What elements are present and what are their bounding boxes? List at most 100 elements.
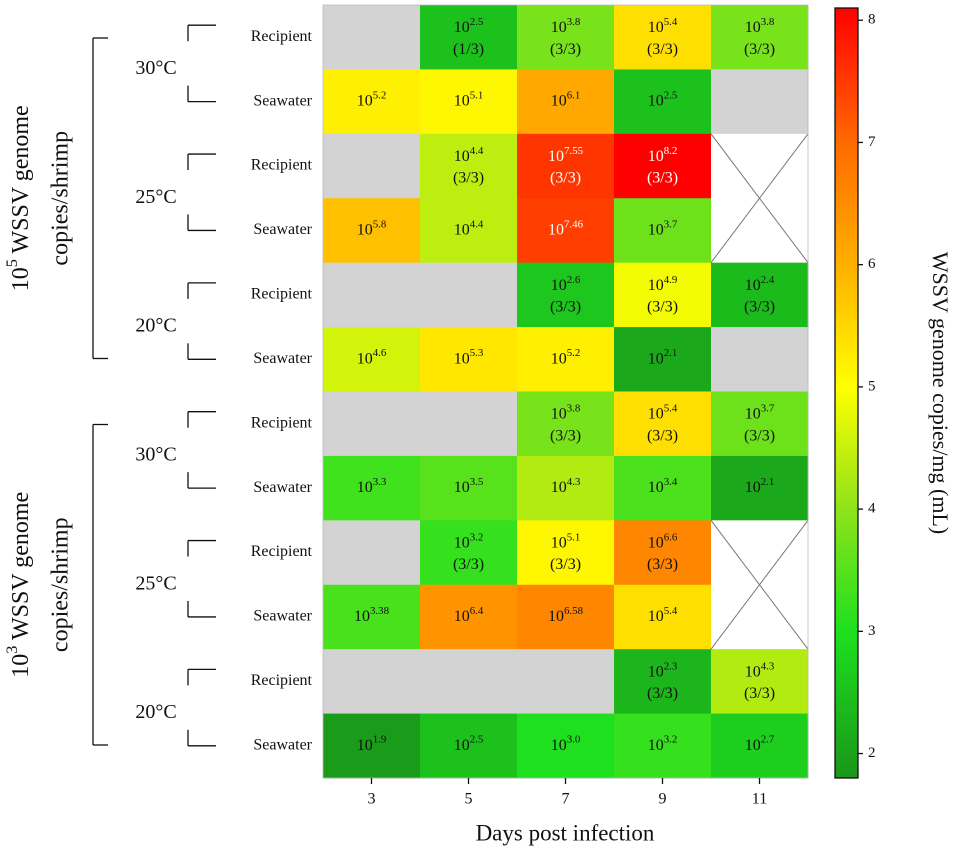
cell-positive-label: (1/3) — [453, 41, 484, 58]
cell — [420, 69, 518, 135]
empty-cell — [711, 584, 809, 650]
cell-positive-label: (3/3) — [744, 299, 775, 316]
cell — [420, 5, 518, 70]
row-label: Recipient — [251, 672, 313, 689]
row-label: Seawater — [253, 92, 312, 109]
cell — [323, 713, 421, 779]
cell — [614, 455, 712, 521]
cell — [711, 649, 809, 715]
cell — [614, 391, 712, 457]
missing-cell — [323, 133, 421, 199]
empty-cell — [711, 198, 809, 264]
cell — [517, 133, 615, 199]
row-label: Seawater — [253, 221, 312, 238]
cell-label: 103.2 — [454, 531, 484, 551]
row-label: Seawater — [253, 608, 312, 625]
cell-label: 105.1 — [551, 531, 581, 551]
cell-label: 106.58 — [548, 604, 584, 624]
group-label: copies/shrimp — [48, 517, 74, 652]
cell — [517, 520, 615, 586]
cell-label: 102.1 — [648, 347, 678, 367]
missing-cell — [420, 649, 518, 715]
cell-label: 103.7 — [745, 402, 775, 422]
cell — [614, 262, 712, 328]
cell-label: 102.5 — [648, 89, 678, 109]
cell — [711, 713, 809, 779]
cell-label: 105.8 — [357, 218, 387, 238]
missing-cell — [323, 520, 421, 586]
cell — [711, 5, 809, 70]
row-label: Recipient — [251, 28, 313, 45]
cell — [420, 584, 518, 650]
cell-positive-label: (3/3) — [453, 170, 484, 187]
cell — [614, 5, 712, 70]
cell — [517, 327, 615, 392]
cell — [420, 327, 518, 392]
cell — [517, 584, 615, 650]
cell — [517, 391, 615, 457]
temperature-label: 25°C — [135, 572, 176, 594]
cell-label: 102.5 — [454, 16, 484, 36]
cell — [614, 649, 712, 715]
missing-cell — [711, 69, 809, 135]
colorbar-tick-label: 5 — [868, 378, 876, 394]
temperature-label: 30°C — [135, 57, 176, 79]
temperature-label: 20°C — [135, 315, 176, 337]
cell-label: 103.8 — [551, 16, 581, 36]
cell-label: 104.4 — [454, 218, 484, 238]
cell — [614, 327, 712, 392]
cell — [517, 713, 615, 779]
cell-label: 102.7 — [745, 733, 775, 753]
colorbar-tick-label: 3 — [868, 623, 876, 639]
cell-label: 103.8 — [551, 402, 581, 422]
cell-positive-label: (3/3) — [550, 299, 581, 316]
cell-positive-label: (3/3) — [744, 427, 775, 444]
cell — [614, 713, 712, 779]
x-tick-label: 3 — [368, 791, 376, 808]
cell — [711, 262, 809, 328]
cell — [323, 455, 421, 521]
cell — [711, 455, 809, 521]
x-axis-title: Days post infection — [476, 820, 655, 845]
x-tick-label: 9 — [659, 791, 667, 808]
cell — [323, 584, 421, 650]
cell — [614, 198, 712, 264]
group-label: 105 WSSV genome — [2, 105, 34, 291]
cell-label: 105.4 — [648, 604, 678, 624]
cell-label: 102.5 — [454, 733, 484, 753]
colorbar-tick-label: 2 — [868, 745, 876, 761]
cell — [323, 327, 421, 392]
colorbar — [834, 7, 859, 779]
cell-label: 105.4 — [648, 402, 678, 422]
x-tick-label: 5 — [465, 791, 473, 808]
cell — [517, 455, 615, 521]
cell-label: 105.1 — [454, 89, 484, 109]
cell-label: 104.6 — [357, 347, 387, 367]
colorbar-tick-label: 8 — [868, 12, 876, 28]
missing-cell — [711, 327, 809, 392]
cell-label: 102.3 — [648, 660, 678, 680]
empty-cell — [711, 133, 809, 199]
temperature-label: 30°C — [135, 444, 176, 466]
x-tick-label: 7 — [562, 791, 570, 808]
temperature-label: 20°C — [135, 701, 176, 723]
missing-cell — [323, 391, 421, 457]
row-label: Recipient — [251, 543, 313, 560]
cell — [711, 391, 809, 457]
missing-cell — [420, 262, 518, 328]
cell-label: 104.3 — [551, 476, 581, 496]
cell-label: 105.4 — [648, 16, 678, 36]
temperature-label: 25°C — [135, 186, 176, 208]
missing-cell — [323, 5, 421, 70]
cell-positive-label: (3/3) — [647, 299, 678, 316]
cell-label: 101.9 — [357, 733, 387, 753]
cell — [614, 69, 712, 135]
cell — [517, 262, 615, 328]
row-label: Seawater — [253, 350, 312, 367]
cell-positive-label: (3/3) — [550, 41, 581, 58]
cell-label: 108.2 — [648, 144, 678, 164]
cell-label: 103.5 — [454, 476, 484, 496]
cell — [517, 5, 615, 70]
cell-positive-label: (3/3) — [647, 170, 678, 187]
cell-label: 103.2 — [648, 733, 678, 753]
